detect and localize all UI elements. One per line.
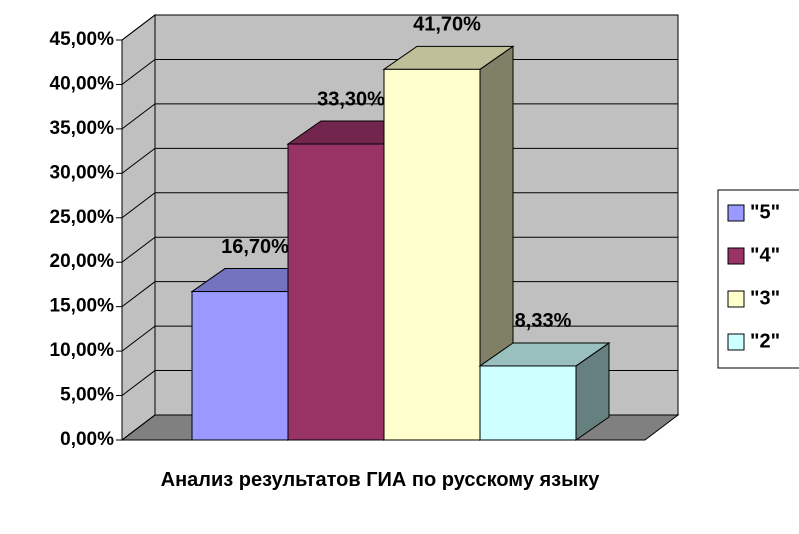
y-tick-label: 0,00% [60, 429, 114, 450]
data-label: 33,30% [317, 88, 385, 110]
y-tick-label: 20,00% [50, 251, 115, 272]
y-tick-label: 40,00% [50, 73, 115, 94]
data-label: 8,33% [515, 310, 572, 332]
legend-swatch [727, 333, 745, 351]
legend-label: "4" [750, 244, 780, 266]
bar [287, 143, 385, 441]
y-tick-label: 10,00% [50, 340, 115, 361]
bar [383, 68, 481, 441]
y-tick-label: 25,00% [50, 207, 115, 228]
legend-swatch [727, 247, 745, 265]
y-tick-label: 15,00% [50, 296, 115, 317]
legend-label: "3" [750, 287, 780, 309]
legend-label: "2" [750, 330, 780, 352]
y-tick-label: 5,00% [60, 385, 114, 406]
side-wall [121, 13, 156, 442]
data-label: 41,70% [413, 14, 481, 36]
bar [191, 291, 289, 441]
bar [479, 365, 577, 441]
grid-line [121, 14, 678, 41]
legend-swatch [727, 290, 745, 308]
legend-swatch [727, 204, 745, 222]
data-label: 16,70% [221, 236, 289, 258]
y-tick-label: 35,00% [50, 118, 115, 139]
y-tick-label: 30,00% [50, 162, 115, 183]
y-tick-label: 45,00% [50, 29, 115, 50]
legend-label: "5" [750, 201, 780, 223]
x-axis-label: Анализ результатов ГИА по русскому языку [160, 469, 600, 491]
